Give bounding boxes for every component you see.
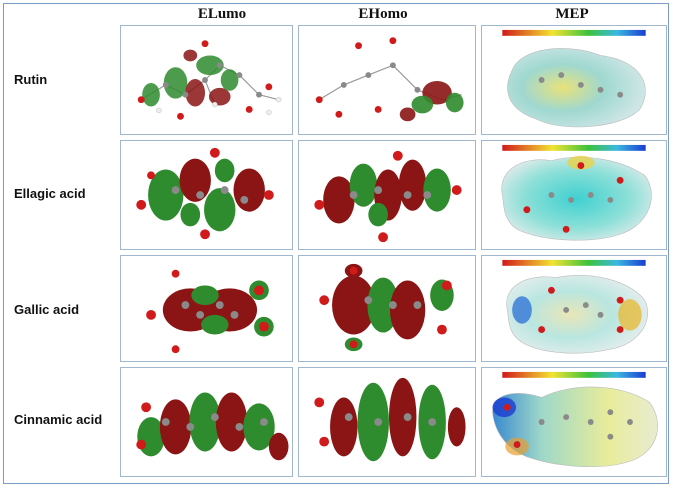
header-elumo: ELumo	[197, 6, 247, 22]
gallic-acid-ehomo-image	[298, 255, 476, 362]
cinnamic-acid-elumo-image	[120, 367, 293, 477]
row-label-gallic-acid: Gallic acid	[14, 302, 80, 317]
row-label-rutin: Rutin	[14, 72, 48, 87]
ellagic-acid-elumo-image	[120, 140, 293, 250]
rutin-elumo-image	[120, 25, 293, 135]
rutin-ehomo-image	[298, 25, 476, 135]
gallic-acid-elumo-image	[120, 255, 293, 362]
row-label-cinnamic-acid: Cinnamic acid	[14, 412, 103, 427]
gallic-acid-mep-image	[481, 255, 667, 362]
row-label-ellagic-acid: Ellagic acid	[14, 186, 86, 201]
figure-frame	[3, 3, 669, 484]
header-ehomo: EHomo	[358, 6, 408, 22]
ellagic-acid-mep-image	[481, 140, 667, 250]
cinnamic-acid-mep-image	[481, 367, 667, 477]
header-mep: MEP	[555, 6, 589, 22]
ellagic-acid-ehomo-image	[298, 140, 476, 250]
cinnamic-acid-ehomo-image	[298, 367, 476, 477]
rutin-mep-image	[481, 25, 667, 135]
